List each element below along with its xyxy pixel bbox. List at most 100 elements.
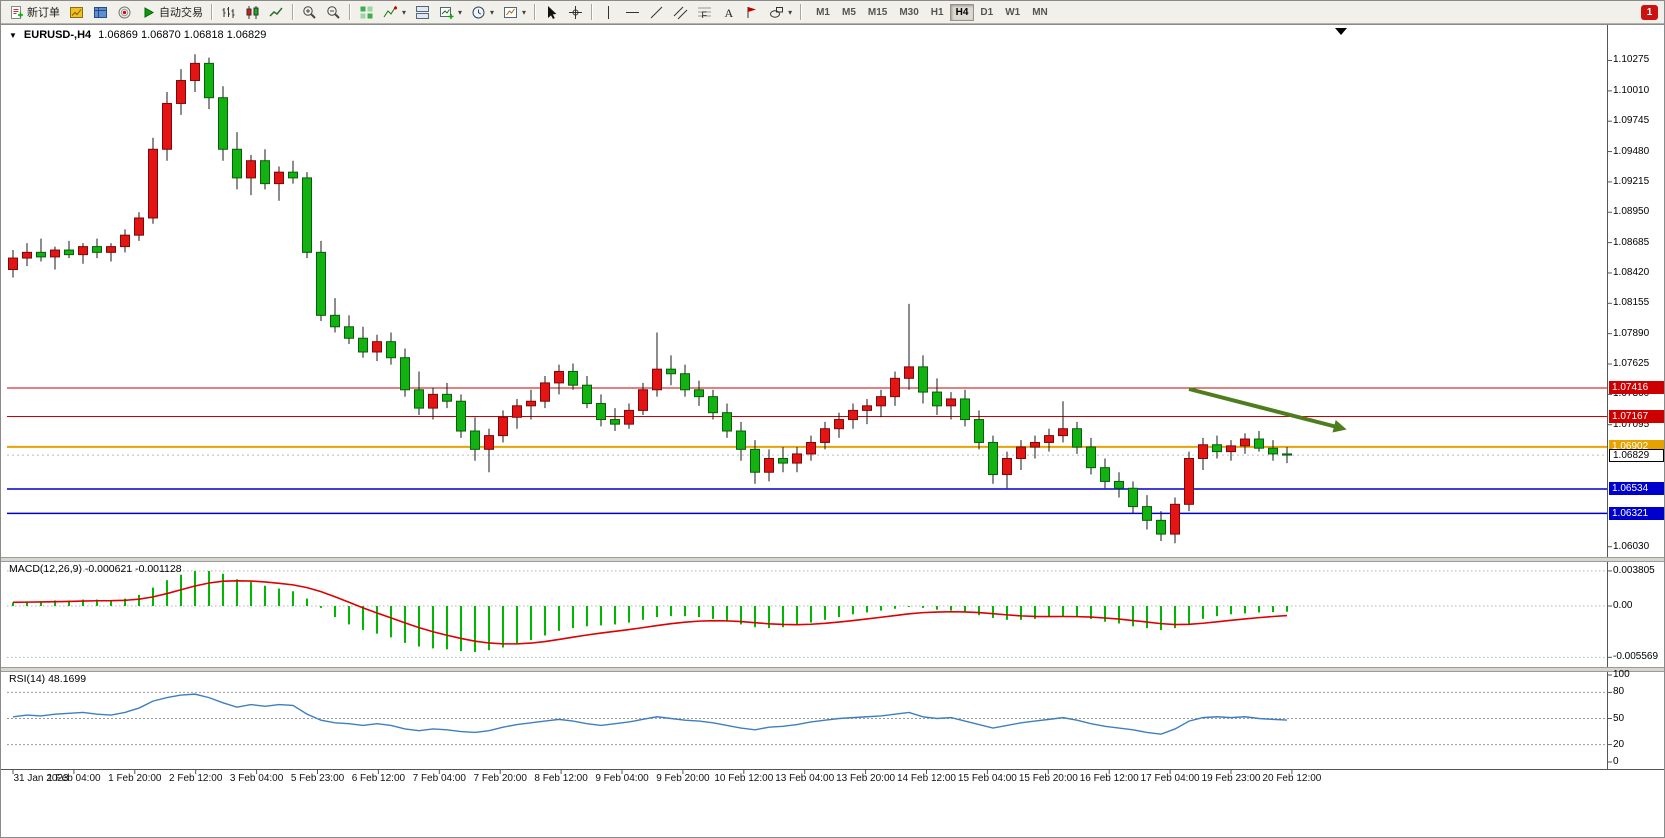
timeframe-w1[interactable]: W1	[1005, 6, 1021, 18]
tile-windows-button[interactable]	[355, 1, 378, 24]
bars-icon	[221, 5, 236, 20]
new-order-icon	[9, 5, 24, 20]
vline-icon	[601, 5, 616, 20]
time-axis-label: 1 Feb 20:00	[108, 773, 162, 784]
trendline-icon	[649, 5, 664, 20]
shapes-button[interactable]: ▾	[765, 1, 796, 24]
line-chart-mode-button[interactable]	[265, 1, 288, 24]
price-badge-red: 1.07416	[1609, 381, 1664, 395]
trend-arrow-annotation[interactable]	[1188, 387, 1347, 433]
price-badge-red: 1.07167	[1609, 409, 1664, 423]
rsi-line	[12, 693, 1288, 735]
channel-icon	[673, 5, 688, 20]
zoom-in-button[interactable]	[298, 1, 321, 24]
price-axis-tick: 1.07625	[1613, 358, 1650, 369]
market-watch-icon	[69, 5, 84, 20]
toolbar-separator	[292, 4, 294, 20]
crosshair-icon	[568, 5, 583, 20]
bar-chart-mode-button[interactable]	[217, 1, 240, 24]
price-axis-tick: 1.08420	[1613, 266, 1650, 278]
price-badge-blue: 1.06321	[1609, 506, 1664, 520]
chart-title: ▼ EURUSD-,H4 1.06869 1.06870 1.06818 1.0…	[9, 29, 266, 41]
time-axis-label: 14 Feb 12:00	[897, 773, 956, 784]
clock-icon	[471, 5, 486, 20]
templates-button[interactable]: ▾	[499, 1, 530, 24]
timeframe-m5[interactable]: M5	[841, 6, 856, 18]
time-axis-label: 31 Jan 2023	[13, 773, 69, 784]
chart-shift-marker-icon[interactable]	[1335, 28, 1347, 35]
auto-trading-button-label: 自动交易	[159, 7, 203, 19]
dropdown-caret-icon: ▾	[522, 7, 527, 17]
candlestick-mode-button[interactable]	[241, 1, 264, 24]
timeframe-m30[interactable]: M30	[899, 6, 919, 18]
time-axis-label: 10 Feb 12:00	[714, 773, 774, 784]
market-watch-button[interactable]	[65, 1, 88, 24]
new-chart-icon	[439, 5, 454, 20]
collapse-triangle-icon[interactable]: ▼	[9, 30, 17, 40]
timeframe-m1[interactable]: M1	[816, 6, 830, 18]
horizontal-line-button[interactable]	[621, 1, 644, 24]
arrows-tool-button[interactable]	[741, 1, 764, 24]
new-chart-button[interactable]: ▾	[435, 1, 466, 24]
symbol-period-label: EURUSD-,H4	[23, 29, 92, 41]
rsi-label: RSI(14) 48.1699	[9, 673, 87, 685]
price-axis-tick: 1.09215	[1613, 175, 1650, 187]
alerts-button[interactable]	[113, 1, 136, 24]
panel-divider[interactable]	[1, 668, 1665, 671]
svg-text:F: F	[702, 10, 708, 20]
zoom-out-icon	[326, 5, 341, 20]
toolbar-separator	[349, 4, 351, 20]
rsi-axis-label: 20	[1613, 738, 1625, 750]
time-axis-label: 2 Feb 12:00	[169, 773, 223, 784]
timeframe-d1[interactable]: D1	[980, 6, 994, 18]
crosshair-button[interactable]	[564, 1, 587, 24]
auto-trading-button[interactable]: 自动交易	[137, 1, 207, 24]
data-window-button[interactable]	[89, 1, 112, 24]
time-axis-label: 15 Feb 04:00	[957, 773, 1017, 784]
price-axis-tick: 1.08155	[1613, 297, 1650, 309]
toolbar-separator	[591, 4, 594, 20]
text-tool-button[interactable]: A	[717, 1, 740, 24]
indicators-button[interactable]: ▾	[379, 1, 410, 24]
alerts-icon	[117, 5, 132, 20]
macd-label: MACD(12,26,9) -0.000621 -0.001128	[9, 563, 182, 575]
timeframe-m15[interactable]: M15	[867, 6, 888, 18]
fibonacci-button[interactable]: F	[693, 1, 716, 24]
channel-button[interactable]	[669, 1, 692, 24]
cursor-icon	[544, 5, 559, 20]
shapes-icon	[769, 5, 784, 20]
candles	[8, 54, 1292, 544]
indicators-icon	[383, 5, 398, 20]
price-axis-tick: 1.10010	[1613, 84, 1650, 96]
price-badge-blue: 1.06534	[1609, 482, 1664, 496]
panel-divider[interactable]	[1, 558, 1665, 561]
time-axis-label: 7 Feb 20:00	[473, 773, 527, 784]
arrange-charts-button[interactable]	[411, 1, 434, 24]
timeframe-h4[interactable]: H4	[949, 3, 975, 21]
toolbar-separator	[800, 4, 803, 20]
cursor-button[interactable]	[540, 1, 563, 24]
zoom-out-button[interactable]	[322, 1, 345, 24]
dropdown-caret-icon: ▾	[402, 7, 407, 17]
timeframe-mn[interactable]: MN	[1032, 6, 1048, 18]
timeframe-h1[interactable]: H1	[930, 6, 944, 18]
time-axis-label: 7 Feb 04:00	[412, 773, 466, 784]
trendline-button[interactable]	[645, 1, 668, 24]
notifications-badge[interactable]: 1	[1641, 4, 1658, 20]
panel-borders	[1, 24, 1665, 770]
vertical-line-button[interactable]	[597, 1, 620, 24]
toolbar-separator	[211, 4, 213, 20]
price-axis-tick: 1.06030	[1613, 540, 1650, 552]
time-axis-label: 1 Feb 04:00	[47, 773, 101, 784]
timeframe-selector: M1 M5 M15 M30 H1 H4 D1 W1 MN	[810, 3, 1054, 21]
period-clock-button[interactable]: ▾	[467, 1, 498, 24]
new-order-button[interactable]: 新订单	[5, 1, 64, 24]
time-axis-label: 5 Feb 23:00	[290, 773, 345, 784]
time-axis-label: 9 Feb 20:00	[656, 773, 710, 784]
time-axis-label: 13 Feb 04:00	[775, 773, 835, 784]
price-badge-current: 1.06829	[1609, 448, 1664, 462]
time-axis-label: 13 Feb 20:00	[836, 773, 896, 784]
